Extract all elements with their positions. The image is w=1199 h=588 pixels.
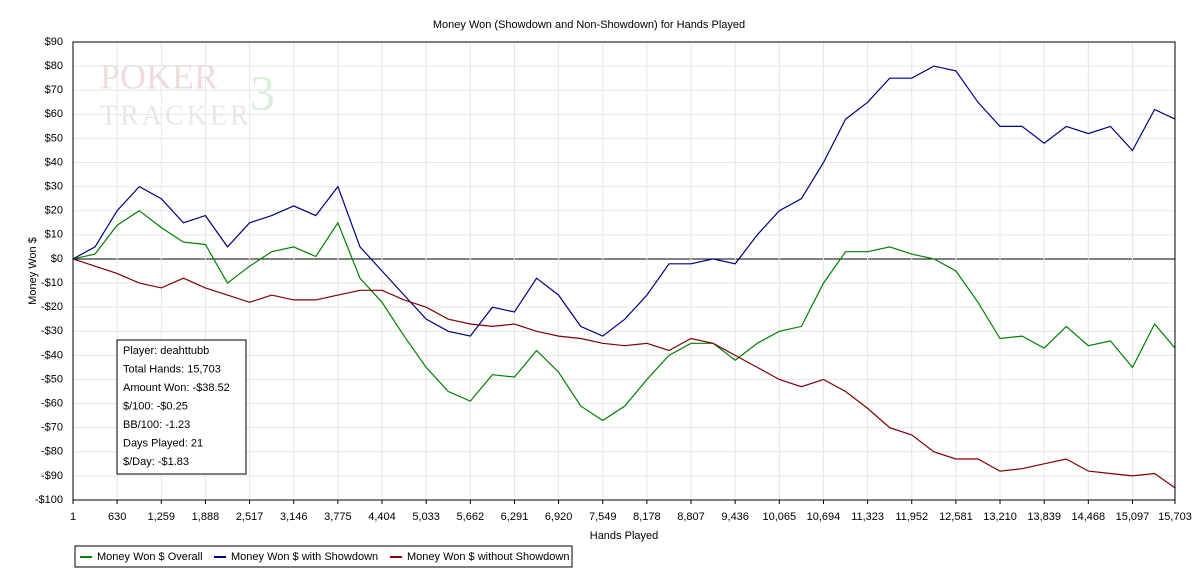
y-tick-label: $80: [45, 60, 63, 72]
watermark-text: POKER: [100, 56, 218, 96]
x-tick-label: 1,888: [192, 511, 220, 523]
x-tick-label: 1,259: [148, 511, 176, 523]
y-tick-label: $60: [45, 108, 63, 120]
info-line: Amount Won: -$38.52: [123, 382, 230, 394]
x-tick-label: 11,952: [895, 511, 928, 523]
info-line: Total Hands: 15,703: [123, 363, 221, 375]
y-tick-label: $10: [45, 229, 63, 241]
y-tick-label: -$80: [41, 446, 63, 458]
x-tick-label: 6,291: [501, 511, 529, 523]
watermark-text: 3: [250, 64, 275, 120]
x-tick-label: 3,146: [280, 511, 308, 523]
x-tick-label: 10,065: [762, 511, 796, 523]
legend-label: Money Won $ with Showdown: [231, 551, 378, 563]
legend-label: Money Won $ Overall: [97, 551, 203, 563]
watermark-text: TRACKER: [100, 100, 252, 131]
y-tick-label: $20: [45, 205, 63, 217]
x-tick-label: 12,581: [939, 511, 973, 523]
legend-label: Money Won $ without Showdown: [407, 551, 569, 563]
x-tick-label: 630: [108, 511, 126, 523]
y-tick-label: $50: [45, 132, 63, 144]
plot-frame: [72, 41, 1176, 501]
y-tick-label: $0: [51, 253, 63, 265]
info-line: Player: deahttubb: [123, 345, 209, 357]
info-line: $/100: -$0.25: [123, 400, 188, 412]
x-tick-label: 8,178: [633, 511, 661, 523]
y-tick-label: -$100: [35, 494, 63, 506]
y-tick-label: -$40: [41, 349, 63, 361]
x-tick-label: 1: [70, 511, 76, 523]
x-axis-title: Hands Played: [590, 530, 659, 542]
y-tick-label: -$50: [41, 373, 63, 385]
x-tick-label: 14,468: [1071, 511, 1105, 523]
x-tick-label: 11,323: [851, 511, 884, 523]
y-tick-label: -$20: [41, 301, 63, 313]
legend: [74, 545, 573, 568]
chart-title: Money Won (Showdown and Non-Showdown) fo…: [433, 19, 745, 31]
x-tick-label: 15,097: [1116, 511, 1150, 523]
series-line: [72, 258, 1176, 489]
info-line: BB/100: -1.23: [123, 419, 190, 431]
y-tick-label: $70: [45, 84, 63, 96]
y-tick-label: $40: [45, 156, 63, 168]
x-tick-label: 6,920: [545, 511, 573, 523]
y-tick-label: $90: [45, 36, 63, 48]
x-tick-label: 8,807: [677, 511, 705, 523]
x-tick-label: 5,662: [457, 511, 485, 523]
series-line: [72, 65, 1176, 337]
info-line: Days Played: 21: [123, 437, 203, 449]
y-tick-label: -$30: [41, 325, 63, 337]
x-tick-label: 7,549: [589, 511, 617, 523]
x-tick-label: 10,694: [807, 511, 841, 523]
info-box: [116, 339, 247, 475]
x-tick-label: 13,210: [983, 511, 1017, 523]
y-axis-title: Money Won $: [27, 237, 39, 305]
y-tick-label: -$70: [41, 422, 63, 434]
y-tick-label: -$60: [41, 397, 63, 409]
x-tick-label: 2,517: [236, 511, 264, 523]
x-tick-label: 4,404: [368, 511, 396, 523]
y-tick-label: $30: [45, 181, 63, 193]
x-tick-label: 5,033: [412, 511, 440, 523]
x-tick-label: 13,839: [1027, 511, 1061, 523]
y-tick-label: -$90: [41, 470, 63, 482]
x-tick-label: 15,703: [1158, 511, 1192, 523]
x-tick-label: 3,775: [324, 511, 352, 523]
x-tick-label: 9,436: [721, 511, 749, 523]
series-line: [72, 209, 1176, 422]
watermark: POKER TRACKER 3: [100, 56, 275, 131]
info-line: $/Day: -$1.83: [123, 456, 189, 468]
y-tick-label: -$10: [41, 277, 63, 289]
